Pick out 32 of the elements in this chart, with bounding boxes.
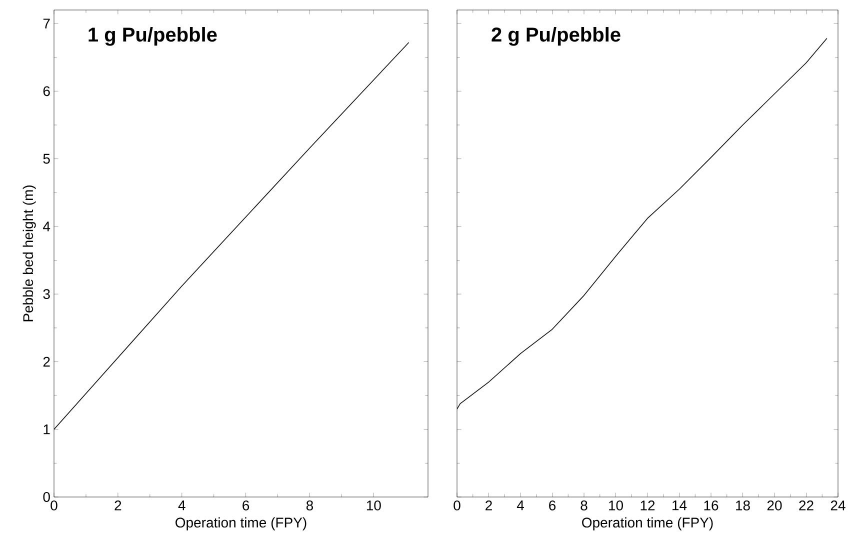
x-tick-label: 12 <box>640 500 655 510</box>
x-tick-label: 4 <box>516 500 524 510</box>
x-tick-label: 6 <box>242 500 250 510</box>
y-tick-label: 2 <box>43 356 50 367</box>
x-axis-title: Operation time (FPY) <box>582 517 713 530</box>
x-tick-label: 10 <box>609 500 623 510</box>
x-tick-label: 22 <box>799 500 814 510</box>
x-tick-label: 4 <box>178 500 186 510</box>
text: 2 g Pu/pebble <box>492 27 620 46</box>
y-tick-label: 4 <box>43 222 50 232</box>
y-tick-label: 7 <box>43 18 50 28</box>
x-tick-label: 8 <box>306 500 314 510</box>
y-tick-label: 0 <box>43 492 50 502</box>
x-tick-label: 20 <box>767 500 782 510</box>
y-tick-label: 6 <box>43 86 50 96</box>
x-tick-label: 18 <box>736 500 750 510</box>
x-tick-label: 6 <box>549 500 556 510</box>
x-tick-label: 14 <box>672 500 687 510</box>
x-tick-label: 2 <box>114 500 122 510</box>
x-tick-label: 2 <box>486 500 492 510</box>
y-axis-title: Pebble bed height (m) <box>22 186 36 322</box>
x-tick-label: 8 <box>580 500 588 510</box>
x-tick-label: 16 <box>704 500 718 510</box>
x-tick-label: 24 <box>830 500 846 510</box>
y-tick-label: 5 <box>43 154 50 164</box>
x-tick-label: 10 <box>366 500 381 510</box>
text: 1 g Pu/pebble <box>88 27 217 46</box>
x-tick-label: 0 <box>454 500 460 510</box>
x-axis-title: Operation time (FPY) <box>176 517 306 530</box>
x-tick-label: 0 <box>50 500 58 510</box>
y-tick-label: 1 <box>44 424 50 434</box>
y-tick-label: 3 <box>43 289 50 300</box>
